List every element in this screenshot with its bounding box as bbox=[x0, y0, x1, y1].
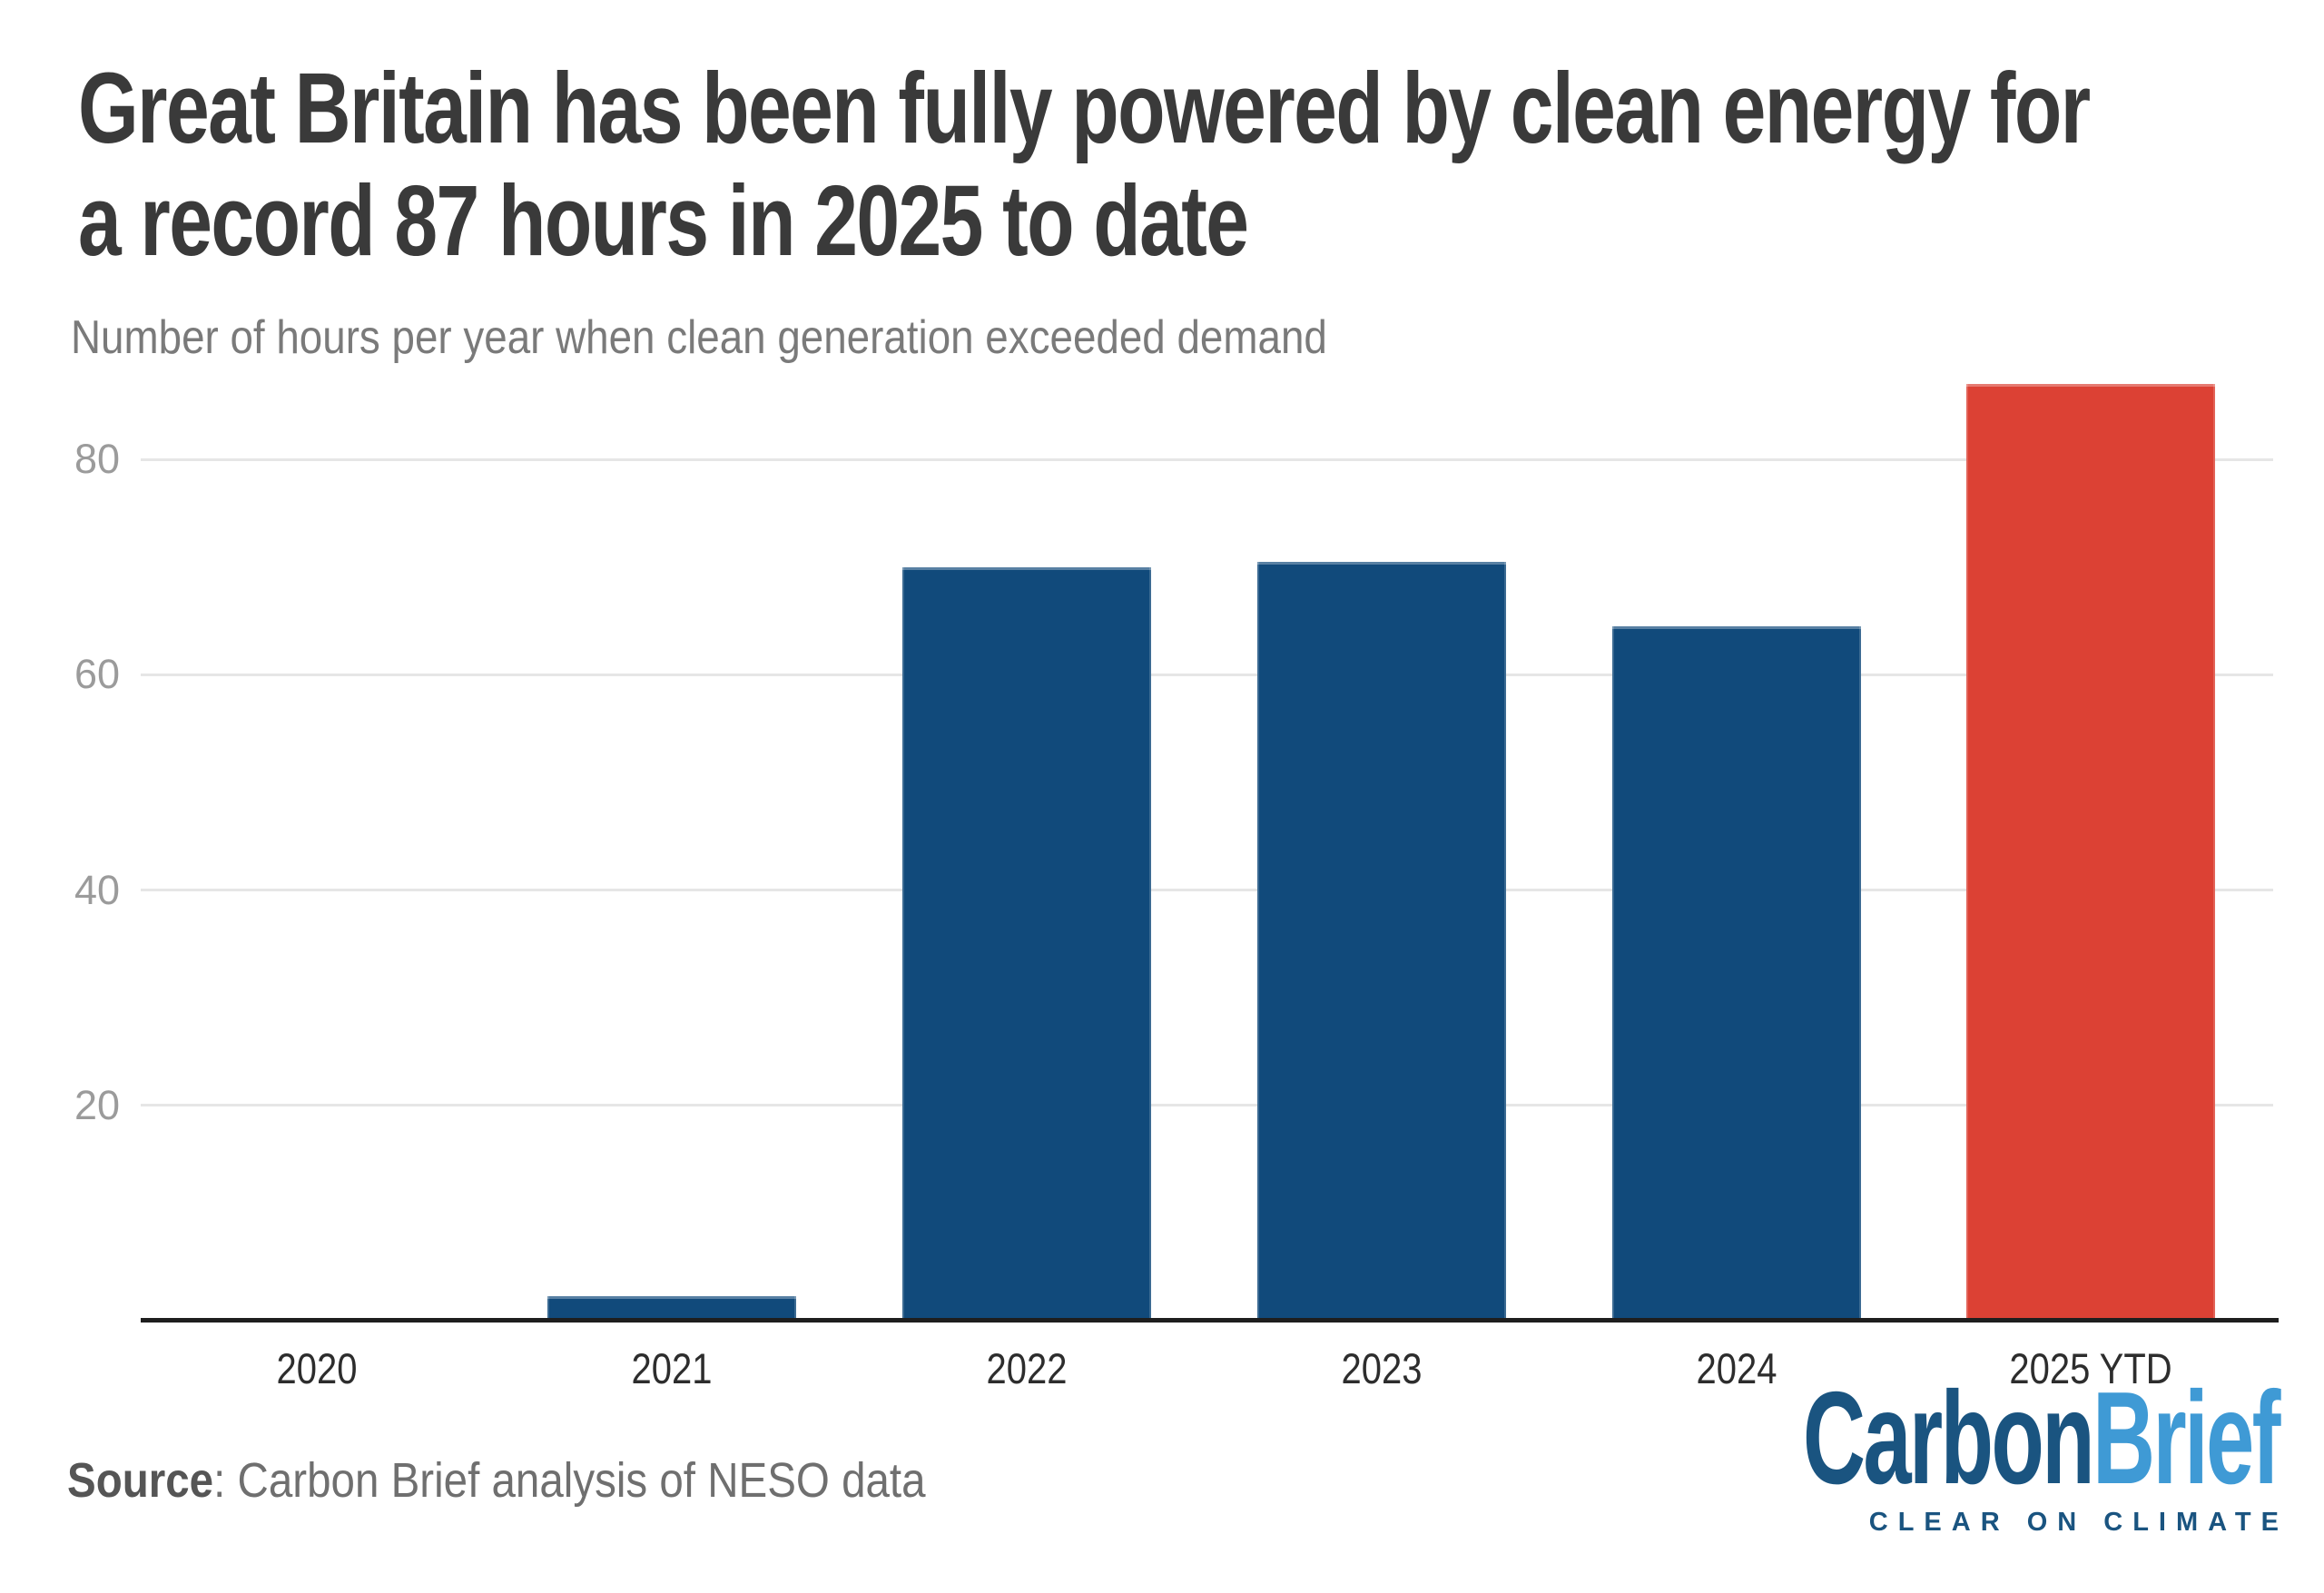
source-label: Source bbox=[67, 1453, 214, 1508]
page-title-line1: Great Britain has been fully powered by … bbox=[78, 53, 2091, 164]
x-axis-line bbox=[141, 1318, 2279, 1323]
y-tick-label-40: 40 bbox=[74, 866, 120, 913]
logo-tagline: CLEAR ON CLIMATE bbox=[1868, 1508, 2289, 1537]
page-title-line2: a record 87 hours in 2025 to date bbox=[78, 165, 1249, 278]
x-tick-label-2020: 2020 bbox=[276, 1344, 358, 1392]
x-tick-label-2025-ytd: 2025 YTD bbox=[2009, 1344, 2172, 1392]
bar-2023 bbox=[1257, 561, 1506, 1321]
gridline-40 bbox=[141, 889, 2273, 892]
bar-2024 bbox=[1612, 626, 1861, 1321]
logo-carbon-text: Carbon bbox=[1803, 1364, 2095, 1511]
gridline-20 bbox=[141, 1104, 2273, 1107]
page-title: Great Britain has been fully powered by … bbox=[78, 53, 2091, 279]
carbonbrief-logo: CarbonBrief CLEAR ON CLIMATE bbox=[1558, 1372, 2281, 1538]
gridline-80 bbox=[141, 457, 2273, 461]
gridline-60 bbox=[141, 673, 2273, 676]
x-tick-label-2023: 2023 bbox=[1341, 1344, 1423, 1392]
page-subtitle: Number of hours per year when clean gene… bbox=[71, 311, 1327, 364]
y-tick-label-80: 80 bbox=[74, 436, 120, 483]
source-text: : Carbon Brief analysis of NESO data bbox=[213, 1453, 926, 1508]
bar-2022 bbox=[902, 566, 1151, 1321]
bar-2025-ytd bbox=[1966, 384, 2215, 1321]
x-tick-label-2022: 2022 bbox=[986, 1344, 1068, 1392]
x-tick-label-2021: 2021 bbox=[631, 1344, 713, 1392]
bar-2021 bbox=[547, 1295, 796, 1321]
carbonbrief-wordmark: CarbonBrief bbox=[1803, 1372, 2281, 1504]
y-tick-label-20: 20 bbox=[74, 1081, 120, 1128]
source-note: Source: Carbon Brief analysis of NESO da… bbox=[67, 1452, 926, 1509]
x-tick-label-2024: 2024 bbox=[1696, 1344, 1777, 1392]
y-tick-label-60: 60 bbox=[74, 651, 120, 698]
logo-brief-text: Brief bbox=[2093, 1364, 2280, 1511]
